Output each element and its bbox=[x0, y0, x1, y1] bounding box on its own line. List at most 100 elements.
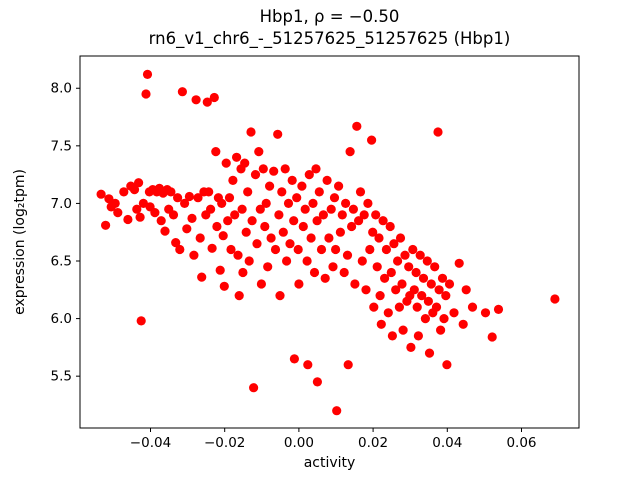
data-point bbox=[361, 285, 371, 295]
y-tick-label: 6.5 bbox=[51, 254, 72, 270]
data-point bbox=[191, 95, 201, 105]
data-point bbox=[357, 256, 367, 266]
data-point bbox=[219, 281, 229, 291]
x-tick-label: −0.02 bbox=[204, 435, 245, 451]
data-point bbox=[285, 239, 295, 249]
x-axis-label: activity bbox=[304, 455, 356, 471]
x-axis-ticks: −0.04 −0.02 0.00 0.02 0.04 0.06 bbox=[130, 428, 537, 451]
data-point bbox=[398, 325, 408, 335]
data-point bbox=[406, 342, 416, 352]
data-point bbox=[280, 164, 290, 174]
data-point bbox=[413, 331, 423, 341]
data-point bbox=[309, 267, 320, 278]
data-point bbox=[134, 178, 144, 188]
data-point bbox=[182, 224, 192, 234]
data-point bbox=[347, 221, 357, 232]
data-point bbox=[312, 216, 322, 226]
x-tick-label: 0.02 bbox=[358, 435, 388, 451]
data-point bbox=[391, 285, 401, 295]
data-point bbox=[215, 265, 225, 275]
data-point bbox=[411, 267, 421, 278]
data-point bbox=[385, 221, 395, 232]
data-point bbox=[132, 204, 142, 214]
data-point bbox=[224, 193, 235, 203]
data-point bbox=[550, 294, 560, 304]
data-point bbox=[441, 291, 451, 301]
data-point bbox=[223, 216, 233, 226]
data-point bbox=[237, 204, 247, 214]
data-point bbox=[372, 262, 382, 272]
data-point bbox=[444, 279, 455, 289]
data-point bbox=[294, 279, 304, 289]
y-tick-label: 5.5 bbox=[51, 369, 72, 385]
scatter-points bbox=[96, 69, 560, 416]
data-point bbox=[487, 332, 497, 342]
data-point bbox=[348, 204, 358, 214]
data-point bbox=[110, 198, 120, 208]
plot-title-line1: Hbp1, ρ = −0.50 bbox=[260, 7, 400, 26]
data-point bbox=[202, 97, 212, 107]
data-point bbox=[371, 210, 381, 220]
data-point bbox=[304, 170, 314, 180]
data-point bbox=[334, 181, 344, 191]
data-point bbox=[240, 158, 250, 168]
data-point bbox=[442, 360, 452, 370]
data-point bbox=[193, 193, 203, 203]
data-point bbox=[312, 377, 322, 387]
data-point bbox=[335, 227, 345, 237]
data-point bbox=[211, 147, 221, 157]
data-point bbox=[234, 291, 244, 301]
data-point bbox=[241, 227, 251, 237]
data-point bbox=[244, 256, 254, 266]
data-point bbox=[209, 92, 219, 103]
data-point bbox=[123, 214, 133, 225]
data-point bbox=[395, 233, 406, 243]
data-point bbox=[467, 302, 478, 312]
data-point bbox=[365, 244, 375, 255]
data-point bbox=[341, 198, 351, 208]
data-point bbox=[173, 193, 183, 203]
data-point bbox=[375, 291, 385, 301]
data-point bbox=[322, 175, 332, 185]
data-point bbox=[273, 129, 283, 139]
data-point bbox=[135, 212, 145, 222]
data-point bbox=[415, 250, 425, 260]
data-point bbox=[297, 181, 307, 191]
data-point bbox=[350, 279, 360, 289]
data-point bbox=[293, 244, 303, 255]
data-point bbox=[207, 243, 217, 253]
data-point bbox=[418, 273, 429, 283]
data-point bbox=[378, 216, 388, 226]
data-point bbox=[204, 187, 214, 197]
data-point bbox=[206, 204, 216, 214]
data-point bbox=[187, 213, 197, 223]
data-point bbox=[171, 238, 181, 248]
data-point bbox=[394, 302, 404, 312]
data-point bbox=[197, 272, 207, 282]
x-tick-label: 0.00 bbox=[284, 435, 314, 451]
data-point bbox=[389, 239, 399, 249]
data-point bbox=[314, 187, 324, 197]
data-point bbox=[230, 210, 240, 220]
data-point bbox=[449, 308, 459, 318]
data-point bbox=[345, 147, 355, 157]
data-point bbox=[397, 279, 407, 289]
data-point bbox=[278, 227, 288, 237]
data-point bbox=[374, 233, 384, 243]
data-point bbox=[339, 267, 349, 278]
data-point bbox=[480, 308, 491, 318]
data-point bbox=[439, 314, 449, 324]
data-point bbox=[238, 267, 248, 278]
data-point bbox=[404, 262, 414, 272]
data-point bbox=[113, 208, 123, 218]
data-point bbox=[287, 175, 297, 185]
data-point bbox=[166, 187, 176, 197]
data-point bbox=[458, 319, 468, 329]
data-point bbox=[266, 233, 276, 243]
data-point bbox=[342, 250, 353, 260]
data-point bbox=[408, 244, 418, 255]
data-point bbox=[292, 193, 302, 203]
x-tick-label: 0.06 bbox=[506, 435, 536, 451]
data-point bbox=[409, 285, 419, 295]
